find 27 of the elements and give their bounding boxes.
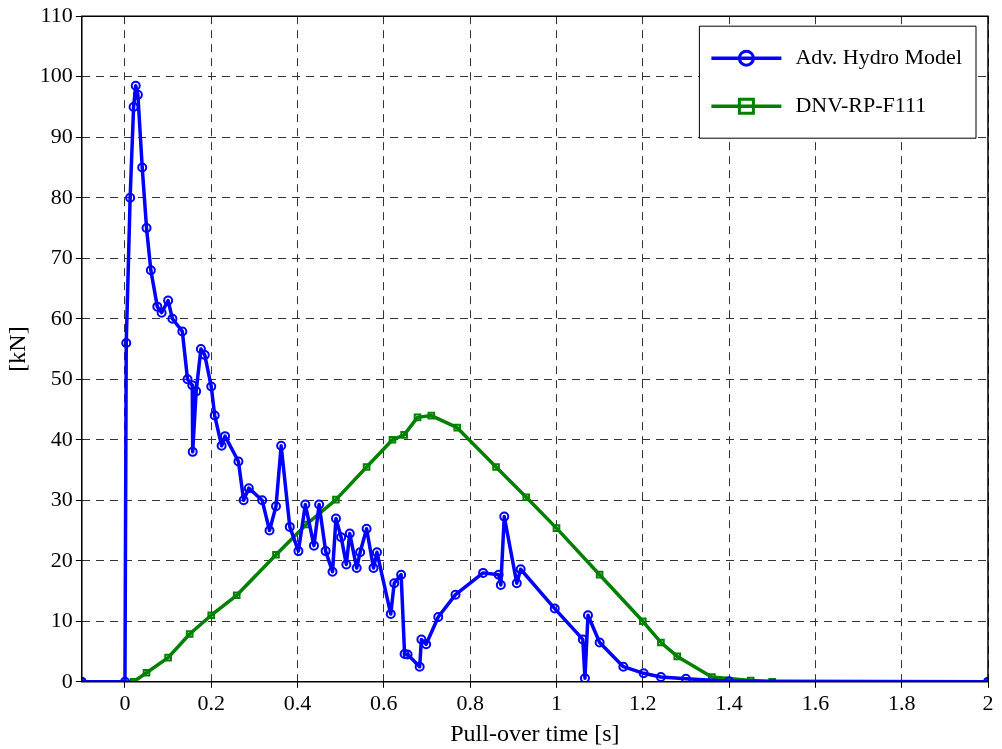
x-tick-label: 1.4 <box>715 689 743 715</box>
y-tick-label: 110 <box>40 1 73 27</box>
y-tick-label: 40 <box>50 425 73 451</box>
y-tick-label: 0 <box>61 667 73 693</box>
y-axis-title: [kN] <box>3 326 30 372</box>
y-tick-label: 100 <box>39 62 73 88</box>
y-tick-label: 80 <box>50 183 73 209</box>
legend-label: Adv. Hydro Model <box>795 43 963 69</box>
x-tick-label: 1 <box>550 689 562 715</box>
y-tick-label: 70 <box>50 244 73 270</box>
y-tick-label: 10 <box>50 607 73 633</box>
x-tick-label: 1.8 <box>887 689 916 715</box>
x-tick-label: 0.8 <box>456 689 484 715</box>
y-tick-label: 60 <box>50 304 73 330</box>
x-tick-label: 2 <box>982 689 994 715</box>
y-tick-label: 50 <box>50 365 73 391</box>
y-tick-label: 30 <box>50 486 73 512</box>
x-tick-label: 0.4 <box>283 689 312 715</box>
x-tick-label: 0 <box>119 689 131 715</box>
x-tick-label: 0.6 <box>370 689 398 715</box>
y-tick-label: 20 <box>50 546 73 572</box>
y-tick-label: 90 <box>50 123 73 148</box>
x-tick-label: 1.2 <box>629 689 657 715</box>
x-axis-title: Pull-over time [s] <box>450 719 620 746</box>
x-tick-label: 0.2 <box>197 689 226 715</box>
legend-label: DNV-RP-F111 <box>795 91 927 117</box>
x-tick-label: 1.6 <box>801 689 830 715</box>
